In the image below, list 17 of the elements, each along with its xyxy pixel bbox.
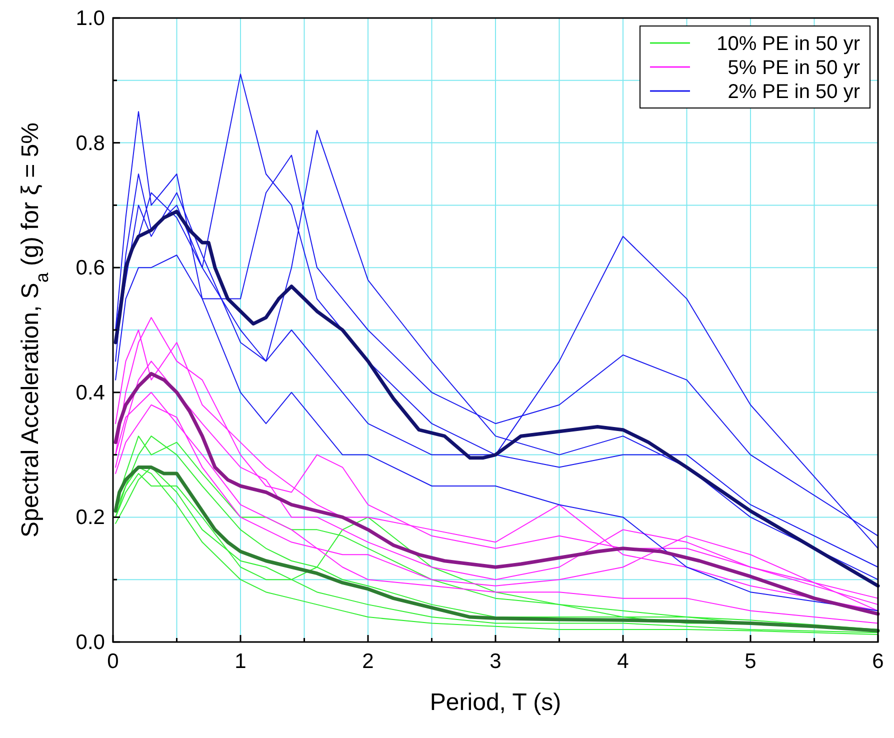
x-tick-label: 6 <box>872 650 884 673</box>
x-tick-label: 5 <box>744 650 756 673</box>
text: 0.0 <box>76 631 105 654</box>
y-tick-label: 0.8 <box>76 132 105 155</box>
y-tick-label: 0.4 <box>76 381 106 404</box>
x-tick-label: 1 <box>234 650 246 673</box>
y-tick-label: 1.0 <box>76 7 105 30</box>
x-tick-label: 4 <box>617 650 630 673</box>
legend-label: 2% PE in 50 yr <box>728 81 860 103</box>
x-tick-label: 3 <box>490 650 502 673</box>
x-tick-label: 0 <box>107 650 119 673</box>
y-tick-label: 0.6 <box>76 256 105 280</box>
x-axis-title: Period, T (s) <box>430 689 562 716</box>
legend-label: 10% PE in 50 yr <box>716 33 860 55</box>
x-tick-label: 2 <box>362 650 374 673</box>
legend-label: 5% PE in 50 yr <box>728 57 860 79</box>
y-tick-label: 0.2 <box>76 506 105 530</box>
